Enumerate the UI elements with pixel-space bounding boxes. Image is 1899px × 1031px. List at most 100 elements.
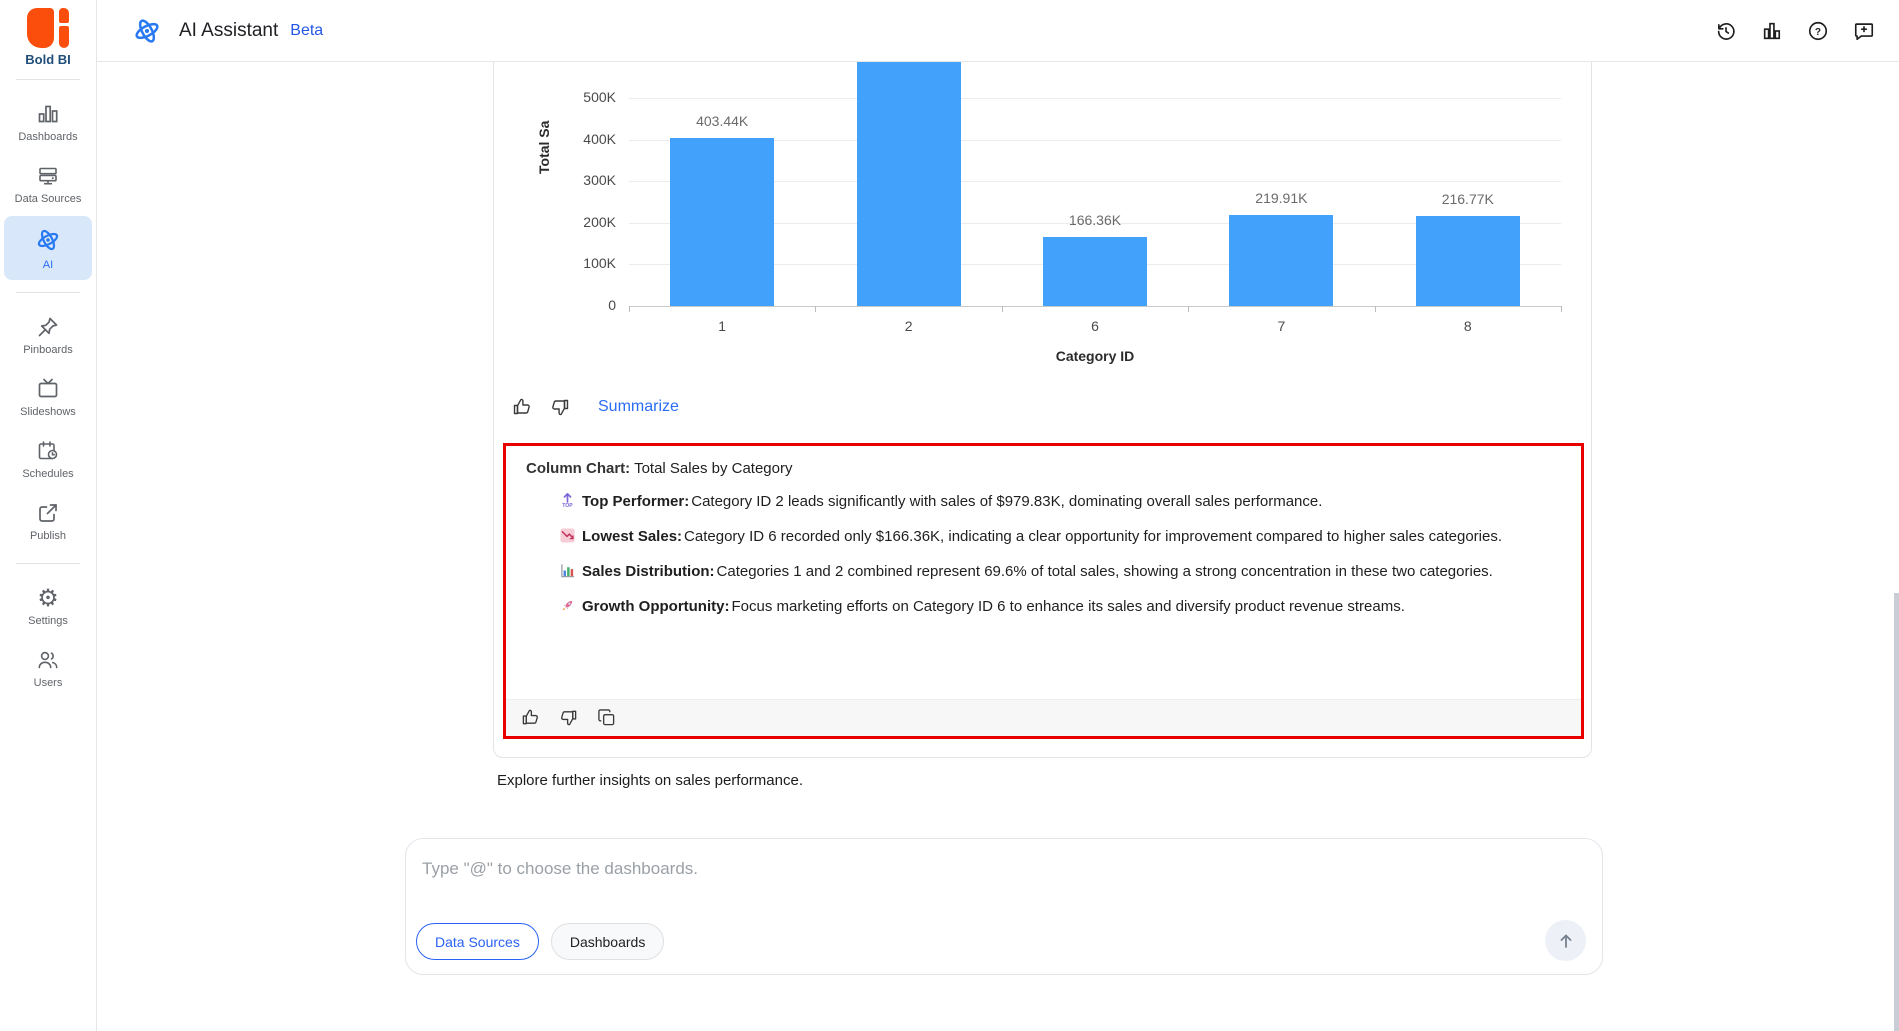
bar-value-label: 166.36K: [1068, 211, 1122, 228]
bullet-text: Category ID 6 recorded only $166.36K, in…: [684, 528, 1502, 545]
suggestion-text: Explore further insights on sales perfor…: [497, 772, 803, 789]
assistant-message-card: Total Sa 500K 400K 300K 200K 100K 0 403.44K 1 2 1…: [493, 62, 1592, 758]
thumbs-up-button[interactable]: [512, 397, 532, 417]
page-title: AI Assistant: [179, 19, 279, 41]
history-icon[interactable]: [1715, 20, 1737, 42]
x-axis-label: 2: [904, 318, 913, 334]
top-arrow-icon: TOP: [562, 493, 573, 509]
message-input[interactable]: [422, 859, 1422, 879]
svg-text:?: ?: [1815, 26, 1821, 37]
gear-icon: ⚙: [37, 584, 59, 612]
x-axis-tick: [1561, 306, 1562, 312]
rocket-icon: [562, 600, 573, 611]
arrow-up-icon: [1560, 934, 1571, 948]
sidebar-divider: [16, 292, 80, 293]
sidebar-item-slideshows[interactable]: Slideshows: [4, 367, 92, 427]
beta-badge: Beta: [290, 21, 324, 39]
logo-label: Bold BI: [25, 52, 71, 67]
chip-data-sources[interactable]: Data Sources: [416, 923, 539, 960]
sidebar-item-pinboards[interactable]: Pinboards: [4, 305, 92, 365]
sidebar-divider: [16, 79, 80, 80]
publish-icon: [39, 504, 57, 522]
sidebar-item-schedules[interactable]: Schedules: [4, 429, 92, 489]
sidebar-item-users[interactable]: Users: [4, 638, 92, 698]
bullet-label: Lowest Sales:: [582, 528, 683, 545]
y-axis-tick-label: 400K: [583, 130, 616, 147]
chat-composer: Data Sources Dashboards: [405, 838, 1603, 975]
summary-title: Column Chart: Total Sales by Category: [526, 460, 1539, 477]
bold-bi-logo[interactable]: Bold BI: [0, 0, 96, 67]
sidebar-item-label: Data Sources: [14, 193, 82, 205]
bullet-text: Categories 1 and 2 combined represent 69…: [716, 563, 1493, 580]
x-axis-tick: [629, 306, 630, 312]
slideshow-icon: [38, 378, 58, 398]
svg-text:TOP: TOP: [562, 503, 573, 508]
gridline: [629, 222, 1561, 224]
summary-actions-row: [506, 699, 1581, 736]
feedback-icon[interactable]: [1853, 20, 1875, 42]
x-axis-tick: [1001, 306, 1003, 312]
sidebar-item-label: Settings: [28, 615, 68, 627]
sidebar-item-label: Publish: [29, 530, 67, 542]
thumbs-down-button[interactable]: [550, 397, 570, 417]
bar-category-1[interactable]: [670, 138, 775, 306]
x-axis-tick: [1374, 306, 1376, 312]
bar-value-label: 403.44K: [696, 113, 749, 130]
chip-dashboards[interactable]: Dashboards: [550, 923, 665, 960]
sidebar-item-ai[interactable]: AI: [4, 216, 92, 280]
y-axis-tick-label: 0: [608, 297, 616, 313]
sidebar-item-publish[interactable]: Publish: [4, 491, 92, 551]
page-scrollbar[interactable]: [1894, 593, 1899, 1031]
schedule-icon: [38, 441, 58, 460]
column-chart: Total Sa 500K 400K 300K 200K 100K 0 403.44K 1 2 1…: [494, 62, 1591, 372]
help-icon[interactable]: ?: [1807, 20, 1829, 42]
summary-bullet: TOP Top Performer: Category ID 2 leads si…: [526, 490, 1539, 513]
sidebar-item-label: Dashboards: [18, 131, 78, 143]
y-axis-tick-label: 200K: [583, 213, 616, 230]
x-axis-tick: [1188, 306, 1190, 312]
sidebar-item-dashboards[interactable]: Dashboards: [4, 92, 92, 152]
y-axis-tick-label: 300K: [583, 172, 616, 189]
bullet-label: Growth Opportunity:: [582, 598, 730, 615]
summary-bullet: Growth Opportunity: Focus marketing effor…: [526, 595, 1539, 618]
x-axis-tick: [815, 306, 817, 312]
chart-actions-row: Summarize: [512, 397, 679, 417]
bullet-label: Sales Distribution:: [582, 563, 715, 580]
sidebar: Bold BI Dashboards Data Sources: [0, 0, 97, 1031]
gridline: [629, 306, 1561, 307]
summary-bullet: Sales Distribution: Categories 1 and 2 co…: [526, 560, 1539, 583]
sidebar-item-data-sources[interactable]: Data Sources: [4, 154, 92, 214]
send-button[interactable]: [1545, 920, 1586, 961]
sidebar-item-label: Pinboards: [23, 344, 73, 356]
gridline: [629, 139, 1561, 141]
bullet-text: Category ID 2 leads significantly with s…: [691, 493, 1323, 510]
x-axis-label: 1: [718, 318, 727, 334]
summary-bullet: Lowest Sales: Category ID 6 recorded only…: [526, 525, 1539, 548]
sidebar-item-label: Slideshows: [20, 406, 76, 418]
thumbs-down-button[interactable]: [558, 708, 578, 728]
summary-content: Column Chart: Total Sales by Category TO…: [506, 446, 1581, 618]
thumbs-up-button[interactable]: [520, 708, 540, 728]
sidebar-item-label: Schedules: [22, 468, 74, 480]
bar-category-8[interactable]: [1415, 215, 1520, 306]
summary-title-label: Column Chart:: [526, 460, 631, 477]
ai-atom-icon: [37, 229, 59, 251]
x-axis-label: 6: [1091, 318, 1099, 334]
bar-category-2[interactable]: [856, 62, 961, 306]
bar-value-label: 216.77K: [1441, 190, 1494, 207]
x-axis-title: Category ID: [1055, 348, 1135, 364]
bar-value-label: 219.91K: [1255, 189, 1308, 206]
summary-highlight-box: Column Chart: Total Sales by Category TO…: [503, 443, 1584, 739]
bold-bi-logo-icon: [27, 8, 69, 48]
usage-chart-icon[interactable]: [1761, 20, 1783, 42]
bullet-label: Top Performer:: [582, 493, 690, 510]
copy-icon[interactable]: [596, 708, 616, 728]
sidebar-item-settings[interactable]: ⚙ Settings: [4, 576, 92, 636]
chart-decreasing-icon: [560, 528, 575, 543]
bar-category-7[interactable]: [1229, 214, 1334, 306]
summarize-link[interactable]: Summarize: [598, 398, 679, 415]
gridline: [629, 98, 1561, 99]
bar-category-6[interactable]: [1043, 236, 1147, 306]
summary-title-text: Total Sales by Category: [630, 460, 793, 477]
y-axis-title: Total Sa: [536, 120, 552, 174]
